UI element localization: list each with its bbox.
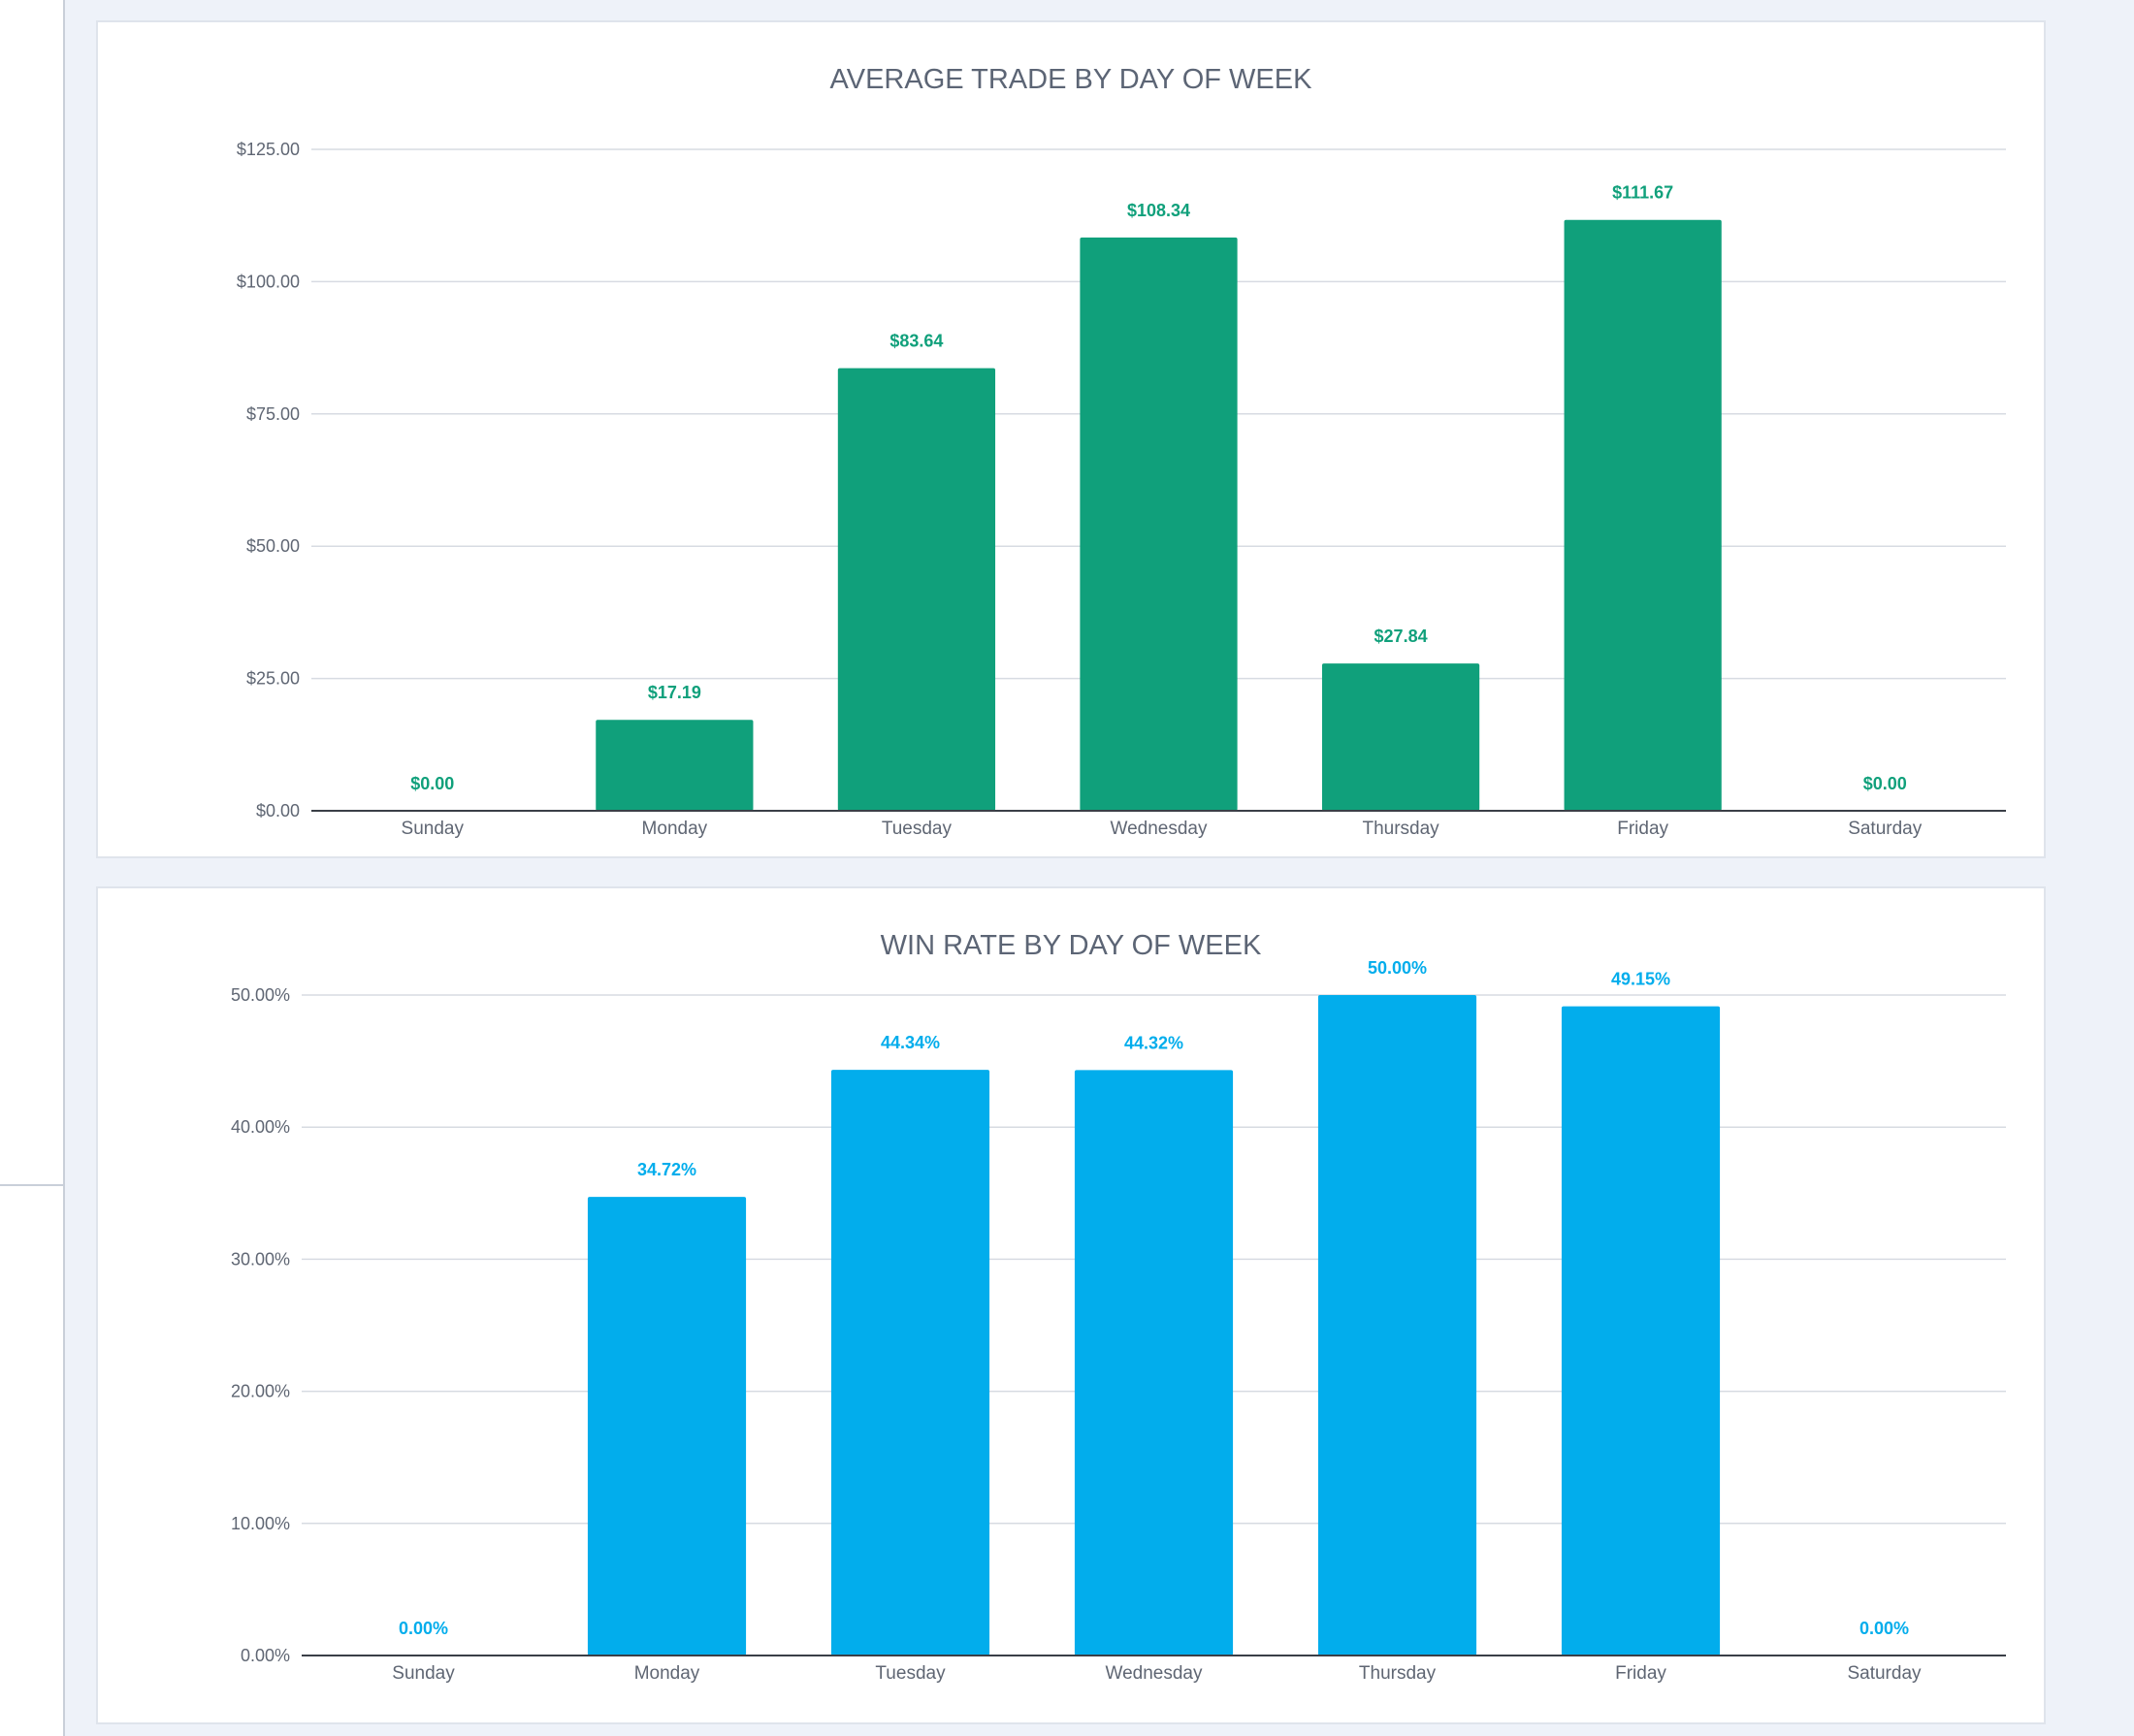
category-label-monday: Monday: [642, 819, 708, 839]
chart-title: AVERAGE TRADE BY DAY OF WEEK: [830, 64, 1313, 95]
data-label-saturday: 0.00%: [1859, 1619, 1909, 1638]
win-rate-chart: WIN RATE BY DAY OF WEEK 0.00% 10.00% 20.00%…: [231, 930, 2006, 1684]
y-tick-label: $25.00: [246, 669, 300, 689]
category-label-friday: Friday: [1617, 819, 1668, 839]
average-trade-chart: AVERAGE TRADE BY DAY OF WEEK $0.00 $25.00 $…: [237, 64, 2006, 839]
data-label-monday: $17.19: [648, 683, 701, 702]
y-tick-label: $125.00: [237, 140, 300, 159]
data-label-wednesday: $108.34: [1127, 201, 1190, 220]
bar-tuesday: [837, 368, 996, 811]
y-tick-label: $0.00: [256, 801, 300, 820]
y-tick-label: 20.00%: [231, 1382, 290, 1401]
category-label-thursday: Thursday: [1359, 1663, 1437, 1684]
category-label-thursday: Thursday: [1362, 819, 1439, 839]
data-label-sunday: 0.00%: [399, 1619, 448, 1638]
category-label-tuesday: Tuesday: [882, 819, 953, 839]
bar-friday: [1564, 219, 1722, 811]
y-tick-label: 40.00%: [231, 1117, 290, 1137]
bar-wednesday: [1074, 1070, 1234, 1656]
y-tick-label: $50.00: [246, 536, 300, 556]
data-label-friday: $111.67: [1612, 183, 1673, 203]
category-label-saturday: Saturday: [1848, 819, 1923, 839]
data-label-wednesday: 44.32%: [1124, 1033, 1183, 1052]
data-label-thursday: $27.84: [1374, 627, 1428, 646]
side-panel: [0, 0, 65, 1736]
bar-friday: [1561, 1006, 1721, 1656]
category-label-wednesday: Wednesday: [1111, 819, 1208, 839]
data-label-monday: 34.72%: [637, 1160, 696, 1179]
category-label-monday: Monday: [634, 1663, 700, 1684]
bar-tuesday: [830, 1070, 990, 1656]
category-label-tuesday: Tuesday: [875, 1663, 946, 1684]
y-tick-label: $75.00: [246, 404, 300, 424]
y-tick-label: 10.00%: [231, 1514, 290, 1533]
y-tick-label: $100.00: [237, 272, 300, 291]
data-label-tuesday: $83.64: [889, 332, 943, 351]
category-label-wednesday: Wednesday: [1106, 1663, 1203, 1684]
chart-title: WIN RATE BY DAY OF WEEK: [881, 930, 1262, 961]
bar-monday: [587, 1197, 747, 1656]
bar-thursday: [1321, 663, 1480, 811]
data-label-sunday: $0.00: [410, 774, 454, 793]
y-tick-label: 50.00%: [231, 985, 290, 1005]
y-tick-label: 0.00%: [241, 1646, 290, 1665]
bar-monday: [596, 720, 754, 811]
y-tick-label: 30.00%: [231, 1249, 290, 1269]
win-rate-chart-card: WIN RATE BY DAY OF WEEK 0.00% 10.00% 20.00%…: [96, 886, 2046, 1724]
average-trade-chart-card: AVERAGE TRADE BY DAY OF WEEK $0.00 $25.00 $…: [96, 20, 2046, 858]
category-label-saturday: Saturday: [1847, 1663, 1922, 1684]
bar-thursday: [1317, 995, 1477, 1656]
category-label-friday: Friday: [1615, 1663, 1666, 1684]
side-panel-divider: [0, 1184, 65, 1186]
category-label-sunday: Sunday: [402, 819, 465, 839]
bar-wednesday: [1080, 237, 1238, 811]
data-label-tuesday: 44.34%: [881, 1033, 940, 1052]
category-label-sunday: Sunday: [392, 1663, 455, 1684]
data-label-saturday: $0.00: [1863, 774, 1907, 793]
data-label-friday: 49.15%: [1611, 970, 1670, 989]
data-label-thursday: 50.00%: [1368, 958, 1427, 978]
